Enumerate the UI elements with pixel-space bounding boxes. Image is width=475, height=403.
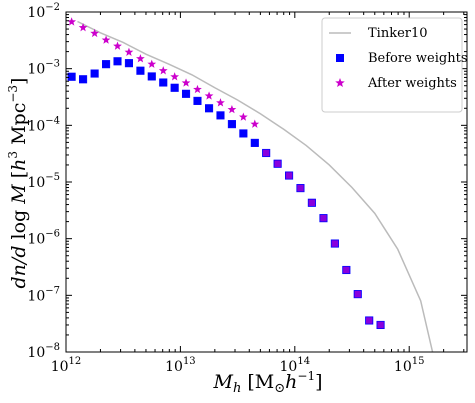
point-overlap — [274, 160, 281, 167]
x-tick-label: 1012 — [51, 356, 82, 375]
point-overlap — [343, 266, 350, 274]
legend-star-swatch — [335, 78, 345, 88]
point-before-weights — [124, 59, 133, 68]
point-after-weights — [136, 54, 145, 63]
point-before-weights — [136, 66, 145, 75]
point-after-weights — [193, 84, 202, 94]
point-overlap — [354, 290, 361, 298]
plot-area — [67, 17, 434, 352]
point-overlap — [366, 317, 373, 324]
svg-text:dn/d log M [h3 Mpc−3]: dn/d log M [h3 Mpc−3] — [6, 78, 30, 289]
y-tick-label: 10−7 — [27, 285, 60, 304]
point-after-weights — [101, 35, 111, 44]
legend-label: Before weights — [368, 51, 468, 66]
point-after-weights — [147, 59, 157, 68]
point-overlap — [320, 214, 327, 222]
point-before-weights — [227, 120, 236, 129]
point-overlap — [377, 321, 384, 329]
point-after-weights — [250, 119, 260, 128]
axis-ticks: 1012 1013 1014 1015 10−8 10−7 10−6 10−5 10−4 10−3… — [27, 2, 467, 375]
point-after-weights — [124, 47, 134, 56]
x-tick-label: 1014 — [280, 356, 311, 375]
point-after-weights — [67, 17, 77, 26]
legend-label: After weights — [367, 76, 457, 91]
y-tick-label: 10−3 — [27, 59, 60, 78]
point-after-weights — [216, 98, 225, 107]
point-before-weights — [216, 111, 225, 120]
point-before-weights — [147, 72, 156, 81]
point-before-weights — [239, 129, 248, 138]
series-line-tinker10 — [77, 20, 434, 352]
point-after-weights — [90, 28, 100, 38]
y-tick-label: 10−4 — [27, 115, 60, 134]
y-axis-label: dn/d log M [h3 Mpc−3] — [6, 78, 30, 289]
point-after-weights — [170, 72, 180, 81]
plot-frame — [65, 11, 468, 353]
point-before-weights — [193, 96, 202, 105]
point-overlap — [308, 199, 316, 206]
point-after-weights — [78, 23, 88, 32]
point-after-weights — [204, 91, 214, 100]
point-before-weights — [79, 75, 88, 84]
point-overlap — [262, 149, 270, 157]
point-overlap — [331, 240, 339, 247]
point-after-weights — [181, 78, 191, 87]
point-before-weights — [170, 83, 179, 92]
legend: Tinker10 Before weights After weights — [321, 17, 468, 113]
point-before-weights — [102, 60, 111, 69]
point-before-weights — [250, 138, 259, 147]
point-overlap — [297, 184, 304, 192]
point-before-weights — [67, 72, 76, 81]
point-overlap — [285, 172, 293, 179]
legend-box — [321, 17, 463, 113]
y-tick-label: 10−8 — [27, 342, 60, 361]
point-before-weights — [90, 69, 99, 78]
legend-square-swatch — [336, 54, 344, 62]
x-tick-label: 1013 — [165, 356, 196, 375]
point-before-weights — [113, 57, 122, 66]
point-after-weights — [158, 66, 168, 75]
y-tick-label: 10−2 — [27, 2, 60, 21]
svg-text:Mh [M⊙h−1]: Mh [M⊙h−1] — [212, 369, 322, 396]
point-after-weights — [113, 41, 122, 50]
x-axis-label: Mh [M⊙h−1] — [212, 369, 322, 396]
y-tick-label: 10−5 — [27, 172, 60, 191]
y-tick-label: 10−6 — [27, 229, 60, 248]
point-before-weights — [181, 89, 191, 98]
x-tick-label: 1015 — [394, 356, 425, 375]
point-before-weights — [159, 78, 168, 87]
point-before-weights — [205, 104, 214, 113]
point-after-weights — [238, 112, 248, 121]
legend-label: Tinker10 — [368, 26, 428, 41]
point-after-weights — [227, 104, 237, 114]
